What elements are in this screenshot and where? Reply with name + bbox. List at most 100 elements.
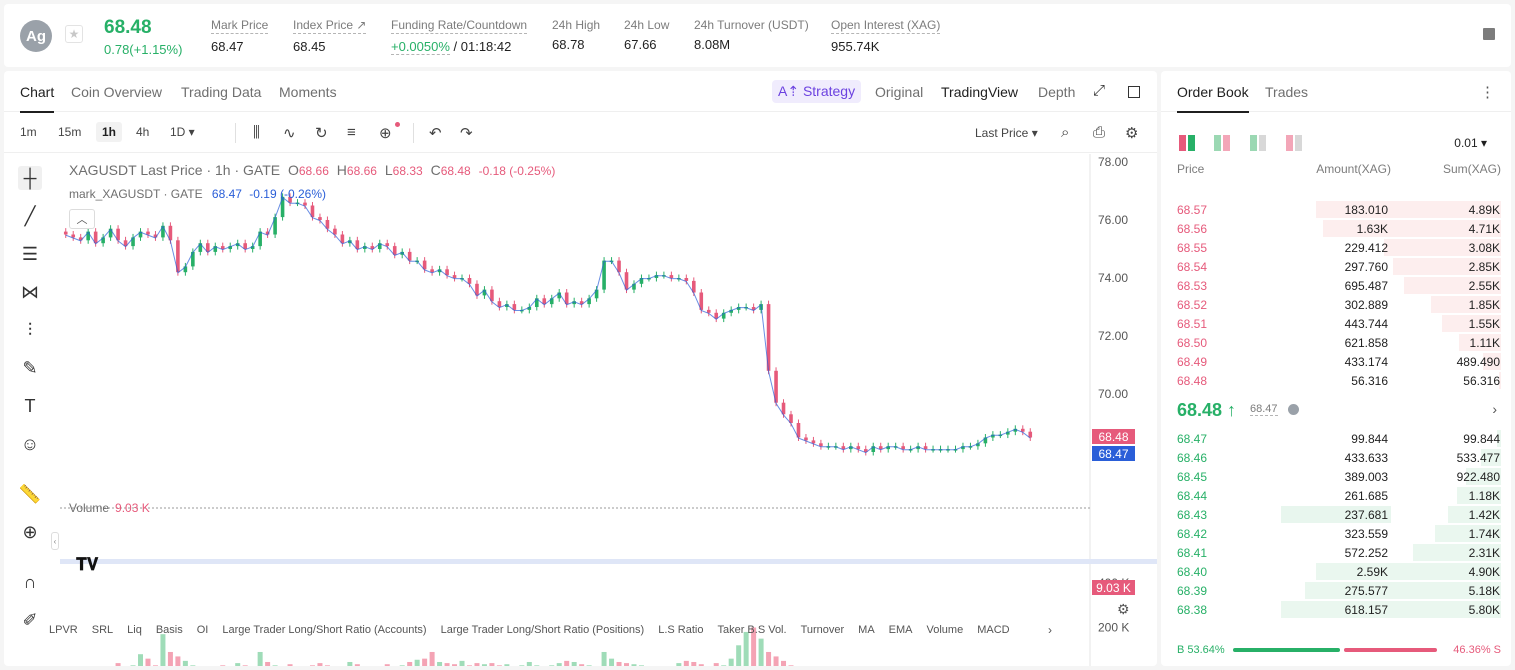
- timeframe-1m[interactable]: 1m: [20, 125, 37, 139]
- precision-dropdown[interactable]: 0.01 ▾: [1454, 136, 1487, 150]
- indicator-item[interactable]: SRL: [91, 624, 114, 636]
- indicator-item[interactable]: Large Trader Long/Short Ratio (Accounts): [222, 624, 427, 636]
- ask-row[interactable]: 68.52 302.889 1.85K: [1161, 295, 1511, 314]
- bid-row[interactable]: 68.44 261.685 1.18K: [1161, 486, 1511, 505]
- tab-trades[interactable]: Trades: [1265, 84, 1309, 100]
- more-options-icon[interactable]: ⋮: [1480, 84, 1495, 101]
- bid-row[interactable]: 68.39 275.577 5.18K: [1161, 581, 1511, 600]
- indicator-item[interactable]: EMA: [888, 624, 913, 636]
- horizontal-lines-icon[interactable]: ☰: [21, 243, 39, 264]
- strategy-button[interactable]: A⇡ Strategy: [772, 80, 862, 103]
- view-depth-icon[interactable]: [1286, 135, 1302, 151]
- tab-order-book[interactable]: Order Book: [1177, 84, 1249, 113]
- pattern-icon[interactable]: ⋈: [21, 281, 39, 302]
- tab-chart[interactable]: Chart: [20, 84, 55, 113]
- guide-book-icon[interactable]: [1483, 28, 1495, 40]
- camera-icon[interactable]: ⎙: [1093, 124, 1106, 141]
- ask-row[interactable]: 68.56 1.63K 4.71K: [1161, 219, 1511, 238]
- view-buy-icon[interactable]: [1214, 135, 1230, 151]
- candle: [273, 217, 277, 235]
- fullscreen-icon[interactable]: ⤢: [1093, 82, 1106, 99]
- depth-bar: [1404, 277, 1501, 294]
- ask-row[interactable]: 68.50 621.858 1.11K: [1161, 333, 1511, 352]
- bid-row[interactable]: 68.43 237.681 1.42K: [1161, 505, 1511, 524]
- bid-row[interactable]: 68.46 433.633 533.477: [1161, 448, 1511, 467]
- timeframe-4h[interactable]: 4h: [136, 125, 150, 139]
- candle: [355, 240, 360, 249]
- lock-drawing-icon[interactable]: ✐: [22, 609, 38, 630]
- indicator-item[interactable]: Liq: [127, 624, 142, 636]
- fib-retracement-icon[interactable]: ⫶: [27, 319, 33, 340]
- add-indicator-icon[interactable]: ⊕: [379, 125, 392, 142]
- tab-trading-data[interactable]: Trading Data: [181, 84, 262, 100]
- chevron-right-icon[interactable]: ›: [1492, 401, 1497, 417]
- mode-tradingview[interactable]: TradingView: [941, 84, 1019, 100]
- indicator-item[interactable]: OI: [196, 624, 209, 636]
- chart-settings-icon[interactable]: ⚙: [1117, 601, 1130, 617]
- bid-row[interactable]: 68.38 618.157 5.80K: [1161, 600, 1511, 619]
- candle: [819, 443, 823, 447]
- bid-row[interactable]: 68.42 323.559 1.74K: [1161, 524, 1511, 543]
- zoom-in-icon[interactable]: ⊕: [22, 521, 38, 542]
- templates-icon[interactable]: ≡: [347, 124, 356, 141]
- price-tick-label: 72.00: [1098, 329, 1128, 343]
- volume-bar: [474, 663, 480, 666]
- collapse-legend-button[interactable]: ︿: [69, 209, 95, 229]
- search-icon[interactable]: ⌕: [1061, 124, 1070, 141]
- indicator-item[interactable]: L.S Ratio: [658, 624, 704, 636]
- tab-coin-overview[interactable]: Coin Overview: [71, 84, 163, 100]
- mode-original[interactable]: Original: [875, 84, 924, 100]
- window-icon[interactable]: [1128, 86, 1140, 98]
- view-sell-icon[interactable]: [1250, 135, 1266, 151]
- bid-row[interactable]: 68.40 2.59K 4.90K: [1161, 562, 1511, 581]
- indicator-item[interactable]: MA: [858, 624, 875, 636]
- ask-row[interactable]: 68.55 229.412 3.08K: [1161, 238, 1511, 257]
- indicator-scroll-right-icon[interactable]: ›: [1048, 623, 1052, 637]
- trend-line-icon[interactable]: ╱: [24, 205, 36, 226]
- mark-info-icon[interactable]: [1288, 404, 1299, 415]
- indicator-item[interactable]: Basis: [155, 624, 183, 636]
- undo-icon[interactable]: ↶: [429, 125, 442, 142]
- magnet-icon[interactable]: ∩: [23, 571, 37, 592]
- timeframe-1h[interactable]: 1h: [96, 122, 123, 142]
- view-both-icon[interactable]: [1179, 135, 1195, 151]
- redo-icon[interactable]: ↷: [460, 125, 473, 142]
- favorite-star-icon[interactable]: ★: [65, 25, 83, 43]
- ask-row[interactable]: 68.57 183.010 4.89K: [1161, 200, 1511, 219]
- price-source-dropdown[interactable]: Last Price ▾: [975, 126, 1038, 140]
- text-tool-icon[interactable]: T: [24, 395, 36, 416]
- indicator-item[interactable]: Turnover: [800, 624, 845, 636]
- ask-row[interactable]: 68.49 433.174 489.490: [1161, 352, 1511, 371]
- mode-depth[interactable]: Depth: [1038, 84, 1076, 100]
- indicator-item[interactable]: LPVR: [49, 624, 78, 636]
- brush-icon[interactable]: ✎: [22, 357, 38, 378]
- ask-row[interactable]: 68.54 297.760 2.85K: [1161, 257, 1511, 276]
- bid-row[interactable]: 68.41 572.252 2.31K: [1161, 543, 1511, 562]
- row-price: 68.42: [1177, 527, 1208, 541]
- indicators-icon[interactable]: ∿: [283, 125, 296, 142]
- crosshair-icon[interactable]: ┼: [18, 166, 42, 190]
- indicator-item[interactable]: Volume: [926, 624, 964, 636]
- ruler-icon[interactable]: 📏: [18, 483, 42, 504]
- indicator-item[interactable]: MACD: [977, 624, 1010, 636]
- indicator-item[interactable]: Large Trader Long/Short Ratio (Positions…: [440, 624, 645, 636]
- volume-bar: [564, 660, 570, 666]
- timeframe-1d-dropdown[interactable]: 1D ▾: [170, 125, 195, 139]
- ask-row[interactable]: 68.53 695.487 2.55K: [1161, 276, 1511, 295]
- replay-icon[interactable]: ↻: [315, 125, 328, 142]
- bid-row[interactable]: 68.45 389.003 922.480: [1161, 467, 1511, 486]
- candle: [542, 298, 547, 305]
- candle-type-icon[interactable]: ⫼: [253, 124, 260, 141]
- emoji-icon[interactable]: ☺: [20, 433, 40, 454]
- indicator-item[interactable]: Taker B.S Vol.: [717, 624, 787, 636]
- bid-row[interactable]: 68.47 99.844 99.844: [1161, 429, 1511, 448]
- ask-row[interactable]: 68.51 443.744 1.55K: [1161, 314, 1511, 333]
- row-sum: 4.71K: [1468, 222, 1500, 236]
- tab-moments[interactable]: Moments: [279, 84, 337, 100]
- timeframe-15m[interactable]: 15m: [58, 125, 82, 139]
- ask-row[interactable]: 68.48 56.316 56.316: [1161, 371, 1511, 390]
- settings-gear-icon[interactable]: ⚙: [1125, 125, 1139, 142]
- stat-index-price[interactable]: Index Price ↗ 68.45: [293, 18, 367, 54]
- collapse-toolbar-icon[interactable]: ‹: [51, 532, 59, 550]
